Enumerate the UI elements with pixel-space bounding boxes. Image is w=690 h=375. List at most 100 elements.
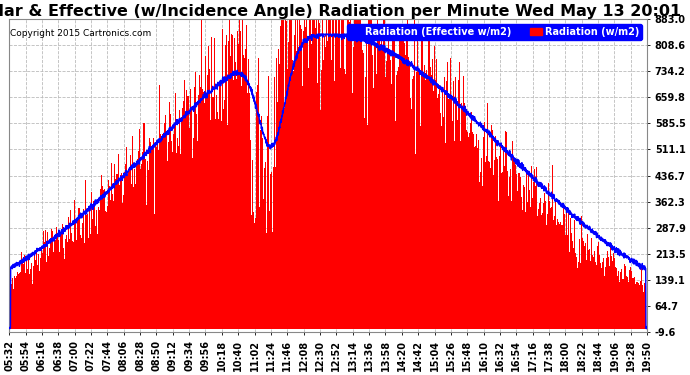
Bar	[147, 161, 148, 328]
Bar	[146, 205, 147, 328]
Bar	[372, 13, 373, 328]
Bar	[463, 76, 464, 328]
Bar	[76, 210, 77, 328]
Bar	[255, 218, 256, 328]
Bar	[257, 86, 258, 328]
Bar	[588, 249, 589, 328]
Bar	[99, 200, 100, 328]
Bar	[491, 125, 492, 328]
Bar	[70, 220, 71, 328]
Bar	[177, 150, 178, 328]
Bar	[556, 225, 557, 328]
Bar	[29, 274, 30, 328]
Bar	[124, 172, 125, 328]
Bar	[50, 238, 51, 328]
Bar	[394, 39, 395, 328]
Bar	[605, 267, 606, 328]
Bar	[398, 68, 400, 328]
Bar	[494, 160, 495, 328]
Bar	[325, 47, 326, 328]
Bar	[120, 175, 121, 328]
Bar	[401, 92, 402, 328]
Bar	[71, 232, 72, 328]
Bar	[433, 92, 434, 328]
Bar	[636, 282, 637, 328]
Bar	[121, 173, 122, 328]
Bar	[437, 98, 438, 328]
Bar	[443, 117, 444, 328]
Bar	[44, 242, 46, 328]
Bar	[405, 56, 406, 328]
Bar	[194, 87, 195, 328]
Bar	[77, 221, 78, 328]
Bar	[417, 72, 419, 328]
Bar	[625, 266, 626, 328]
Bar	[369, 13, 371, 328]
Bar	[573, 248, 574, 328]
Bar	[128, 174, 129, 328]
Bar	[448, 99, 449, 328]
Bar	[335, 13, 336, 328]
Bar	[200, 87, 201, 328]
Bar	[223, 110, 224, 328]
Bar	[300, 25, 301, 328]
Bar	[578, 262, 579, 328]
Bar	[139, 152, 141, 328]
Bar	[111, 164, 112, 328]
Bar	[47, 260, 48, 328]
Bar	[640, 281, 641, 328]
Bar	[62, 224, 63, 328]
Bar	[626, 276, 627, 328]
Bar	[499, 156, 500, 328]
Bar	[188, 96, 189, 328]
Bar	[232, 35, 233, 328]
Bar	[110, 159, 111, 328]
Bar	[570, 218, 571, 328]
Bar	[352, 13, 353, 328]
Bar	[454, 141, 455, 328]
Bar	[340, 68, 341, 328]
Bar	[599, 255, 600, 328]
Bar	[114, 184, 115, 328]
Bar	[95, 226, 96, 328]
Bar	[613, 253, 614, 328]
Bar	[184, 80, 185, 328]
Bar	[581, 252, 582, 328]
Bar	[371, 13, 372, 328]
Bar	[564, 214, 565, 328]
Bar	[533, 182, 534, 328]
Bar	[320, 110, 321, 328]
Bar	[18, 260, 19, 328]
Bar	[17, 272, 18, 328]
Bar	[382, 50, 383, 328]
Bar	[528, 176, 529, 328]
Bar	[557, 219, 558, 328]
Bar	[431, 75, 432, 328]
Bar	[419, 73, 420, 328]
Bar	[270, 174, 271, 328]
Bar	[122, 203, 123, 328]
Bar	[566, 214, 567, 328]
Bar	[254, 223, 255, 328]
Bar	[487, 104, 488, 328]
Bar	[237, 31, 238, 328]
Bar	[178, 146, 179, 328]
Bar	[290, 65, 291, 328]
Bar	[213, 98, 214, 328]
Bar	[597, 246, 598, 328]
Bar	[282, 13, 283, 328]
Bar	[199, 75, 200, 328]
Bar	[476, 134, 477, 328]
Bar	[434, 46, 435, 328]
Bar	[561, 225, 562, 328]
Bar	[495, 136, 496, 328]
Bar	[56, 256, 57, 328]
Bar	[445, 143, 446, 328]
Bar	[497, 159, 498, 328]
Bar	[631, 271, 632, 328]
Bar	[273, 156, 274, 328]
Bar	[342, 13, 343, 328]
Bar	[644, 290, 645, 328]
Bar	[402, 36, 403, 328]
Bar	[43, 248, 44, 328]
